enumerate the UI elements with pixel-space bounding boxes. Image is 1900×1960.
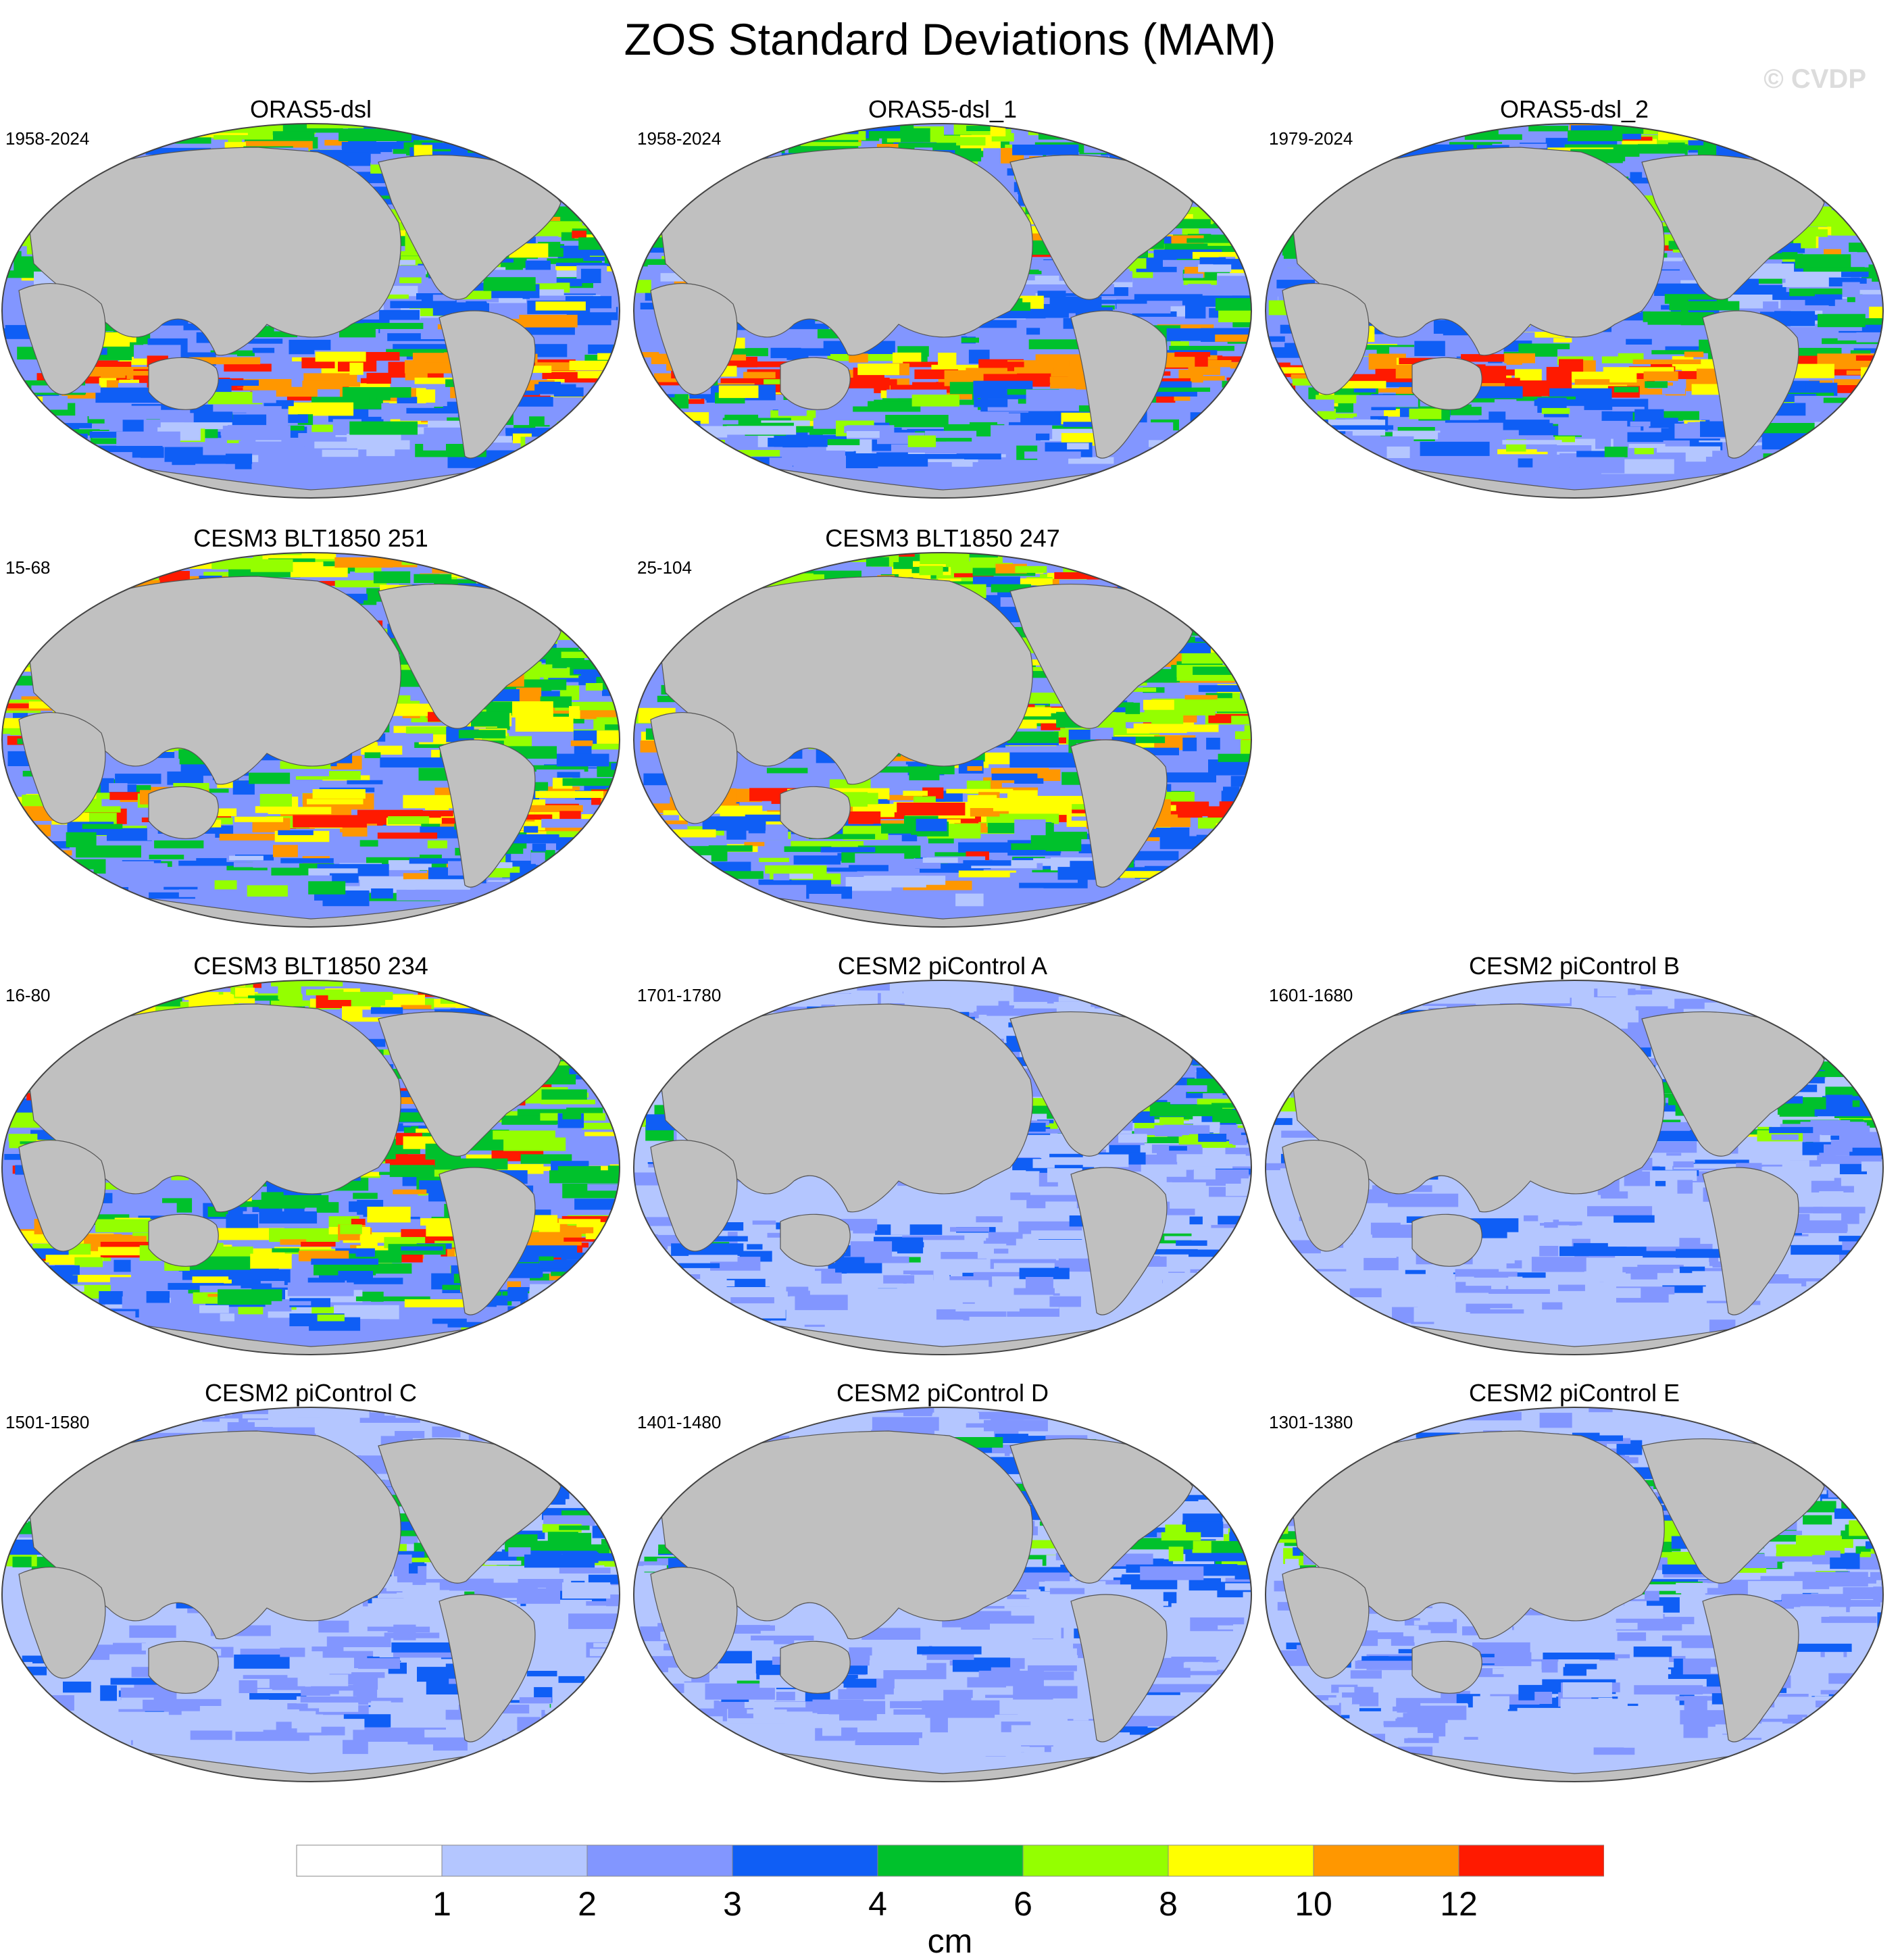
australia-landmass (780, 357, 850, 409)
australia-landmass (1412, 357, 1482, 409)
greenland-landmass (1213, 167, 1244, 206)
colorbar-tick-label: 6 (1014, 1884, 1032, 1924)
australia-landmass (780, 1214, 850, 1266)
world-map (632, 1405, 1253, 1784)
panel-title: CESM3 BLT1850 234 (0, 951, 622, 981)
australia-landmass (780, 786, 850, 838)
panel-title: ORAS5-dsl_1 (632, 95, 1253, 124)
colorbar-tick-label: 2 (578, 1884, 597, 1924)
world-map (632, 122, 1253, 500)
panel-title: CESM2 piControl B (1264, 951, 1885, 981)
colorbar-segment (1168, 1845, 1314, 1876)
australia-landmass (149, 786, 218, 838)
colorbar-segment (878, 1845, 1023, 1876)
greenland-landmass (581, 596, 612, 635)
australia-landmass (149, 357, 218, 409)
colorbar-segment (1459, 1845, 1604, 1876)
panel-title: CESM2 piControl E (1264, 1378, 1885, 1408)
world-map (0, 122, 622, 500)
world-map (0, 551, 622, 929)
panel-title: CESM2 piControl A (632, 951, 1253, 981)
panel-title: CESM2 piControl C (0, 1378, 622, 1408)
greenland-landmass (1845, 167, 1876, 206)
australia-landmass (149, 1641, 218, 1693)
colorbar (296, 1844, 1604, 1878)
world-map (632, 978, 1253, 1357)
colorbar-segment (297, 1845, 442, 1876)
world-map (0, 978, 622, 1357)
world-map (0, 1405, 622, 1784)
colorbar-unit: cm (928, 1923, 973, 1959)
colorbar-segment (1023, 1845, 1168, 1876)
world-map (632, 551, 1253, 929)
world-map (1264, 1405, 1885, 1784)
greenland-landmass (1845, 1024, 1876, 1063)
australia-landmass (1412, 1641, 1482, 1693)
panel-title: CESM2 piControl D (632, 1378, 1253, 1408)
greenland-landmass (581, 1451, 612, 1490)
greenland-landmass (581, 1024, 612, 1063)
colorbar-segment (1314, 1845, 1459, 1876)
world-map (1264, 978, 1885, 1357)
colorbar-tick-label: 4 (868, 1884, 887, 1924)
colorbar-tick-label: 8 (1159, 1884, 1178, 1924)
panel-title: CESM3 BLT1850 247 (632, 524, 1253, 553)
australia-landmass (149, 1214, 218, 1266)
panel-title: ORAS5-dsl_2 (1264, 95, 1885, 124)
colorbar-tick-label: 12 (1440, 1884, 1478, 1924)
australia-landmass (1412, 1214, 1482, 1266)
panel-title: CESM3 BLT1850 251 (0, 524, 622, 553)
greenland-landmass (581, 167, 612, 206)
australia-landmass (780, 1641, 850, 1693)
world-map (1264, 122, 1885, 500)
greenland-landmass (1845, 1451, 1876, 1490)
colorbar-segment (732, 1845, 878, 1876)
colorbar-tick-label: 3 (723, 1884, 742, 1924)
colorbar-segment (442, 1845, 587, 1876)
colorbar-tick-label: 1 (432, 1884, 451, 1924)
greenland-landmass (1213, 1451, 1244, 1490)
panel-title: ORAS5-dsl (0, 95, 622, 124)
colorbar-tick-label: 10 (1295, 1884, 1332, 1924)
cvdp-watermark: © CVDP (1764, 62, 1866, 96)
greenland-landmass (1213, 596, 1244, 635)
greenland-landmass (1213, 1024, 1244, 1063)
figure-title: ZOS Standard Deviations (MAM) (0, 12, 1900, 66)
colorbar-segment (587, 1845, 732, 1876)
